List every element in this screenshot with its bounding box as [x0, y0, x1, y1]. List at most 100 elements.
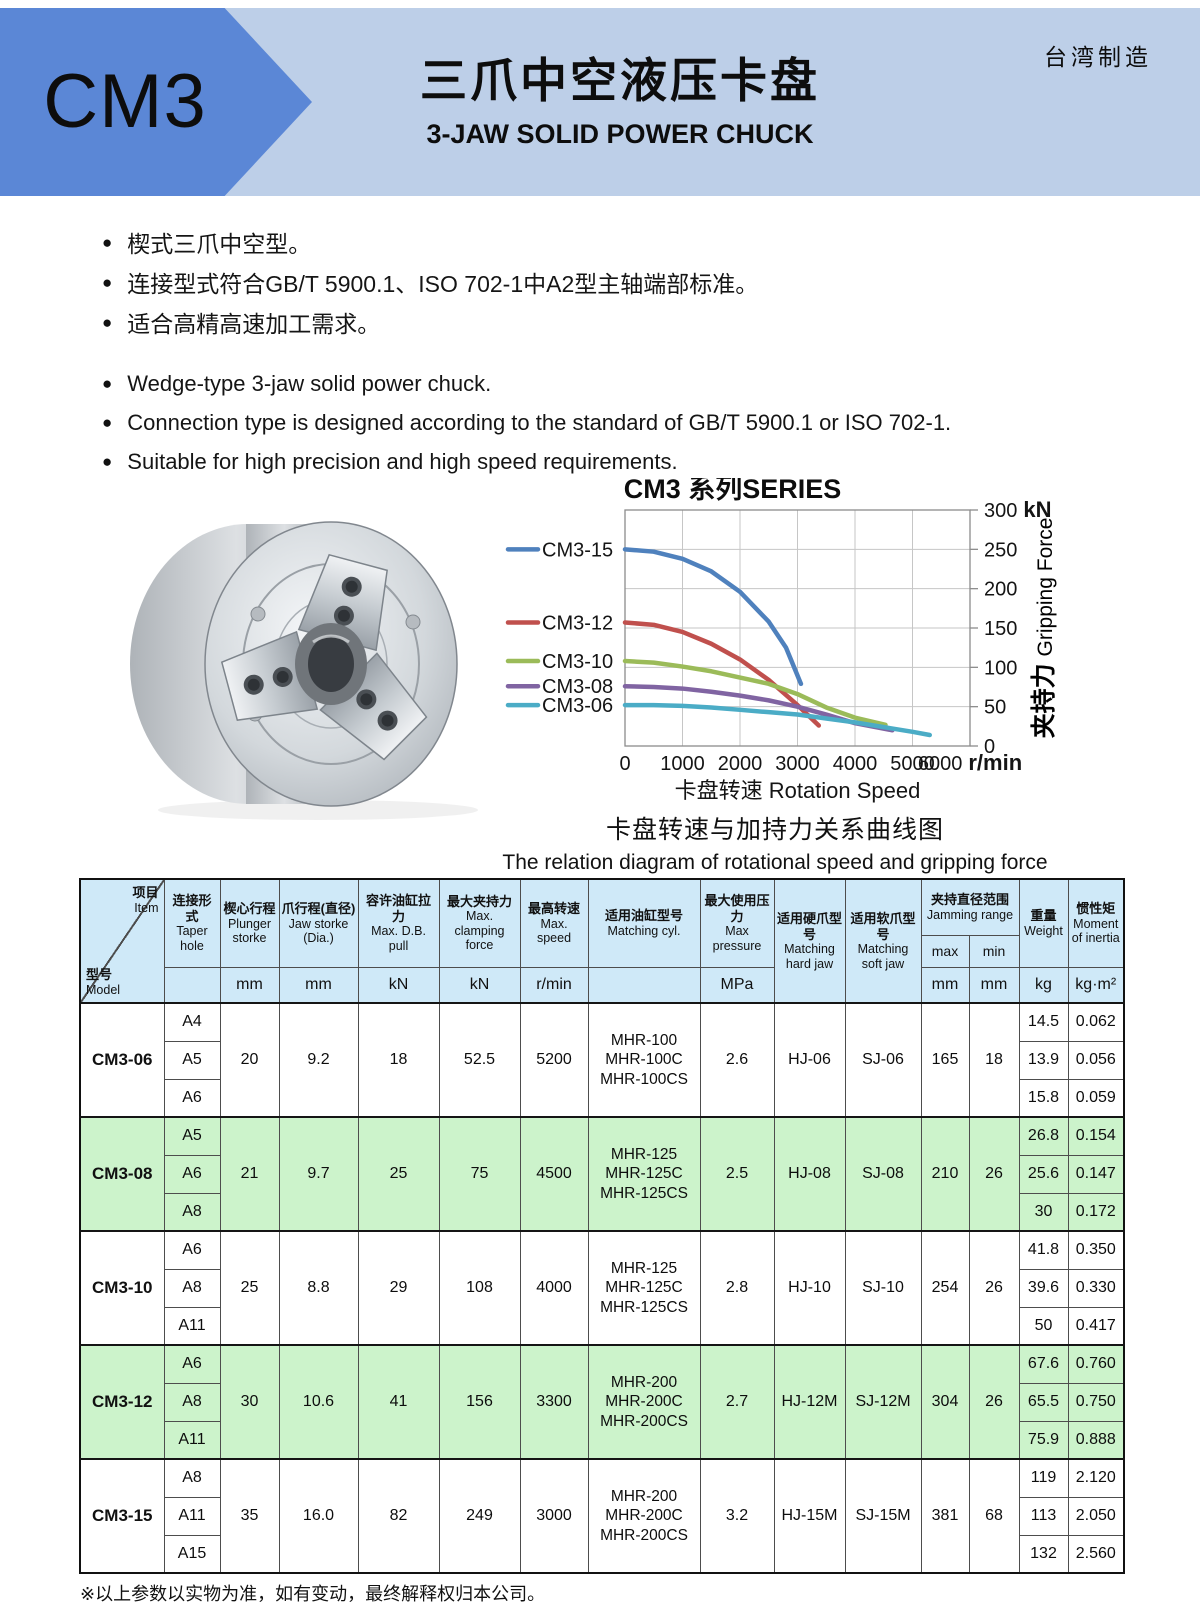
table-cell: 2.050	[1067, 1496, 1125, 1536]
table-cell: 0.760	[1067, 1344, 1125, 1384]
table-cell: 108	[438, 1230, 521, 1346]
table-cell: 35	[219, 1458, 280, 1574]
table-cell: 254	[920, 1230, 970, 1346]
table-cell: 26	[968, 1116, 1020, 1232]
legend-label-CM3-10: CM3-10	[542, 651, 613, 673]
feature-text: 连接型式符合GB/T 5900.1、ISO 702-1中A2型主轴端部标准。	[127, 271, 759, 297]
table-cell: 2.8	[699, 1230, 775, 1346]
legend-label-CM3-06: CM3-06	[542, 695, 613, 717]
table-cell: 75	[438, 1116, 521, 1232]
table-cell: A11	[163, 1306, 221, 1346]
table-header-cell: kg	[1018, 966, 1069, 1004]
table-cell: 0.350	[1067, 1230, 1125, 1270]
table-cell: SJ-08	[844, 1116, 922, 1232]
table-header-cell: 楔心行程 Plunger storke	[219, 878, 280, 968]
table-cell: 39.6	[1018, 1268, 1069, 1308]
feature-item: ● Wedge-type 3-jaw solid power chuck.	[102, 364, 1082, 403]
table-cell: 15.8	[1018, 1078, 1069, 1118]
table-cell: 68	[968, 1458, 1020, 1574]
table-header-cell: max	[920, 934, 970, 968]
x-tick-label: 6000 r/min	[918, 750, 1022, 775]
table-cell: 30	[219, 1344, 280, 1460]
page-title-zh: 三爪中空液压卡盘	[420, 54, 820, 107]
table-row: CM3-12 A6 30 10.6 41 156 3300 MHR-200 MHR-200C MH…	[79, 1344, 1125, 1460]
table-cell: 2.5	[699, 1116, 775, 1232]
y-tick-label: 150	[984, 618, 1017, 640]
table-cell: 2.6	[699, 1002, 775, 1118]
table-cell: 0.059	[1067, 1078, 1125, 1118]
table-cell: 0.172	[1067, 1192, 1125, 1232]
table-cell: SJ-10	[844, 1230, 922, 1346]
chart-captions: 卡盘转速与加持力关系曲线图 The relation diagram of ro…	[420, 810, 1130, 875]
feature-text: Wedge-type 3-jaw solid power chuck.	[127, 370, 492, 396]
table-cell: 75.9	[1018, 1420, 1069, 1460]
feature-item: ● Connection type is designed according t…	[102, 403, 1082, 442]
table-cell: 21	[219, 1116, 280, 1232]
table-cell: MHR-125 MHR-125C MHR-125CS	[587, 1116, 701, 1232]
table-cell: 29	[357, 1230, 440, 1346]
table-cell: 18	[968, 1002, 1020, 1118]
table-header-cell: mm	[219, 966, 280, 1004]
table-cell: 0.750	[1067, 1382, 1125, 1422]
table-header-row: 项目 Item 型号 Model 连接形式 Taper hole 楔心行程 Plunger …	[79, 878, 1125, 1004]
table-cell: HJ-15M	[773, 1458, 846, 1574]
table-cell: 0.147	[1067, 1154, 1125, 1194]
table-cell: 26.8	[1018, 1116, 1069, 1156]
table-cell: 2.7	[699, 1344, 775, 1460]
table-header-cell: 适用油缸型号 Matching cyl.	[587, 878, 701, 968]
table-cell: 16.0	[278, 1458, 359, 1574]
table-cell: 9.7	[278, 1116, 359, 1232]
table-subheader-row: max min	[80, 934, 1124, 968]
table-cell: A6	[163, 1344, 221, 1384]
legend-label-CM3-08: CM3-08	[542, 676, 613, 698]
table-cell: SJ-15M	[844, 1458, 922, 1574]
table-header-cell: 适用硬爪型号 Matching hard jaw	[773, 878, 846, 1004]
table-header-cell: 夹持直径范围 Jamming range	[920, 878, 1020, 936]
table-header-cell: r/min	[519, 966, 589, 1004]
table-header-cell: 最大使用压力 Max pressure	[699, 878, 775, 968]
feature-list-en: ● Wedge-type 3-jaw solid power chuck. ● Con…	[102, 364, 1082, 481]
jaws	[220, 553, 428, 761]
table-cell: 381	[920, 1458, 970, 1574]
feature-text: 适合高精高速加工需求。	[127, 311, 381, 337]
model-name-cell: CM3-08	[79, 1116, 165, 1232]
table-cell: 14.5	[1018, 1002, 1069, 1042]
table-cell: MHR-125 MHR-125C MHR-125CS	[587, 1230, 701, 1346]
y-tick-label: 250	[984, 539, 1017, 561]
table-cell: 82	[357, 1458, 440, 1574]
legend-label-CM3-12: CM3-12	[542, 612, 613, 634]
table-cell: 65.5	[1018, 1382, 1069, 1422]
model-name-cell: CM3-06	[79, 1002, 165, 1118]
y-tick-label: 0	[984, 736, 995, 758]
series-line-CM3-10	[622, 658, 888, 728]
table-cell: 50	[1018, 1306, 1069, 1346]
table-row: A15 132 2.560	[80, 1534, 1125, 1574]
x-tick-label: 5000	[890, 753, 935, 775]
table-header-cell: mm	[968, 966, 1020, 1004]
table-cell: 9.2	[278, 1002, 359, 1118]
table-cell: 0.056	[1067, 1040, 1125, 1080]
origin-label: 台湾制造	[1044, 44, 1152, 70]
series-line-CM3-15	[622, 547, 804, 687]
table-cell: A6	[163, 1078, 221, 1118]
bullet-icon: ●	[102, 413, 113, 432]
table-cell: 26	[968, 1230, 1020, 1346]
table-cell: 113	[1018, 1496, 1069, 1536]
table-cell: 5200	[519, 1002, 589, 1118]
table-cell: 0.888	[1067, 1420, 1125, 1460]
table-cell: 0.154	[1067, 1116, 1125, 1156]
table-cell: 0.330	[1067, 1268, 1125, 1308]
table-row: A11 113 2.050	[80, 1496, 1125, 1536]
table-header-cell: min	[968, 934, 1020, 968]
bullet-icon: ●	[102, 452, 113, 471]
table-cell: 25	[219, 1230, 280, 1346]
table-cell: A8	[163, 1382, 221, 1422]
x-tick-label: 3000	[775, 753, 820, 775]
feature-list-zh: ● 楔式三爪中空型。 ● 连接型式符合GB/T 5900.1、ISO 702-1中A2…	[102, 222, 1082, 342]
table-cell: A8	[163, 1268, 221, 1308]
feature-item: ● Suitable for high precision and high sp…	[102, 442, 1082, 481]
table-cell: 26	[968, 1344, 1020, 1460]
table-cell: A15	[163, 1534, 221, 1574]
